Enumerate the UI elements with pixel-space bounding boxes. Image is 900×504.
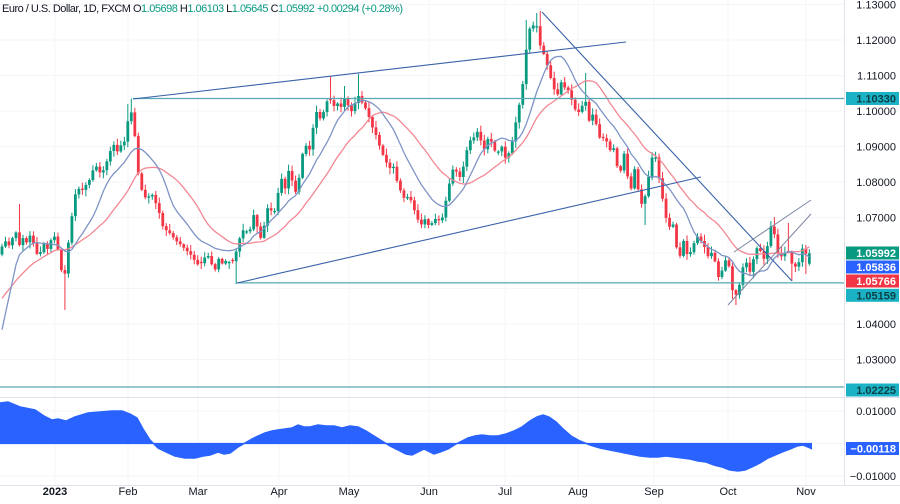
- svg-text:Aug: Aug: [568, 486, 588, 498]
- svg-text:1.10000: 1.10000: [856, 106, 896, 118]
- svg-text:Jun: Jun: [420, 486, 438, 498]
- svg-text:−0.01000: −0.01000: [850, 471, 896, 483]
- svg-text:Jul: Jul: [498, 486, 512, 498]
- svg-text:1.05766: 1.05766: [856, 276, 896, 288]
- svg-text:1.05836: 1.05836: [856, 262, 896, 274]
- svg-text:Sep: Sep: [644, 486, 664, 498]
- svg-text:Nov: Nov: [796, 486, 816, 498]
- svg-text:1.02225: 1.02225: [856, 385, 896, 397]
- svg-text:Oct: Oct: [719, 486, 736, 498]
- svg-text:2023: 2023: [43, 486, 67, 498]
- svg-text:Euro / U.S. Dollar, 1D, FXCM O: Euro / U.S. Dollar, 1D, FXCM O1.05698 H1…: [2, 3, 403, 15]
- svg-text:1.03000: 1.03000: [856, 355, 896, 367]
- svg-text:1.08000: 1.08000: [856, 177, 896, 189]
- svg-text:0.01000: 0.01000: [856, 406, 896, 418]
- svg-text:1.05992: 1.05992: [856, 248, 896, 260]
- svg-text:1.05159: 1.05159: [856, 290, 896, 302]
- svg-text:1.11000: 1.11000: [857, 71, 896, 83]
- svg-text:1.13000: 1.13000: [856, 0, 896, 12]
- svg-text:1.04000: 1.04000: [856, 319, 896, 331]
- svg-text:Feb: Feb: [119, 486, 138, 498]
- svg-text:1.12000: 1.12000: [856, 35, 896, 47]
- svg-text:1.07000: 1.07000: [856, 213, 896, 225]
- svg-text:1.09000: 1.09000: [856, 142, 896, 154]
- svg-text:May: May: [339, 486, 360, 498]
- svg-text:Mar: Mar: [189, 486, 208, 498]
- svg-text:−0.00118: −0.00118: [850, 444, 896, 456]
- svg-text:1.10330: 1.10330: [856, 94, 896, 106]
- svg-text:Apr: Apr: [270, 486, 287, 498]
